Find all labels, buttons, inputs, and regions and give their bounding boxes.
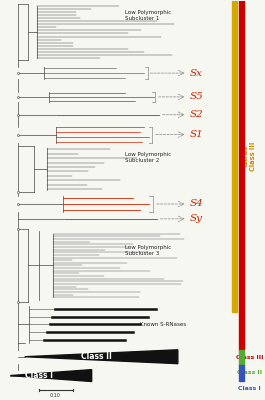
Text: Class III: Class III <box>236 355 263 360</box>
Text: Low Polymorphic
Subcluster 3: Low Polymorphic Subcluster 3 <box>125 245 171 256</box>
Text: Class II: Class II <box>81 352 112 361</box>
Text: Known S-RNases: Known S-RNases <box>140 322 186 327</box>
Bar <box>239 365 244 380</box>
Text: S2: S2 <box>189 110 203 119</box>
Text: 0.10: 0.10 <box>50 394 61 398</box>
Text: Low Polymorphic
Subcluster 1: Low Polymorphic Subcluster 1 <box>125 10 171 21</box>
Text: Class I: Class I <box>238 386 261 391</box>
Polygon shape <box>10 370 92 382</box>
Text: S1: S1 <box>189 130 203 139</box>
Bar <box>239 350 244 365</box>
Polygon shape <box>25 350 178 364</box>
Text: Low Polymorphic
Subcluster 2: Low Polymorphic Subcluster 2 <box>125 152 171 163</box>
Text: S5: S5 <box>189 92 203 101</box>
Text: Sx: Sx <box>189 68 202 78</box>
Text: Class I: Class I <box>25 371 53 380</box>
Bar <box>239 1 244 350</box>
Text: Citrus
Class III: Citrus Class III <box>243 142 257 171</box>
Text: S4: S4 <box>189 200 203 208</box>
Text: Sy: Sy <box>189 214 202 223</box>
Text: Class II: Class II <box>237 370 262 375</box>
Bar <box>232 1 237 312</box>
